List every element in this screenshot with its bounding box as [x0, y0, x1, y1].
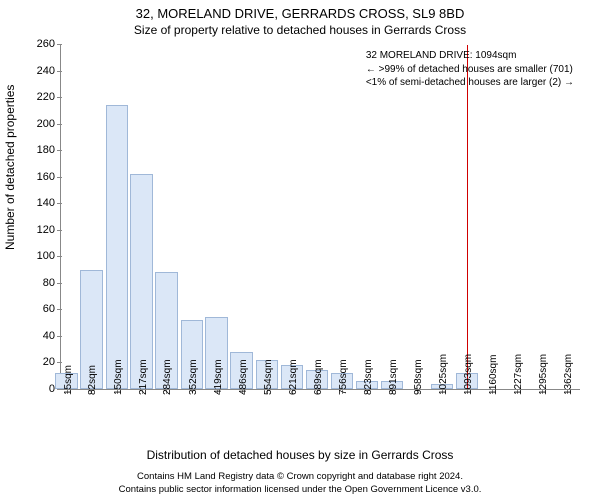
x-tick: 891sqm [388, 359, 399, 395]
x-tick: 15sqm [63, 365, 74, 395]
x-tick: 958sqm [413, 359, 424, 395]
x-tick: 419sqm [213, 359, 224, 395]
footer-line-2: Contains public sector information licen… [0, 484, 600, 496]
chart-subtitle: Size of property relative to detached ho… [0, 21, 600, 37]
x-tick: 217sqm [138, 359, 149, 395]
x-tick: 1025sqm [438, 354, 449, 395]
y-tick: 100 [27, 250, 61, 262]
footer-line-1: Contains HM Land Registry data © Crown c… [0, 471, 600, 483]
histogram-bar [106, 105, 128, 389]
y-tick: 240 [27, 65, 61, 77]
y-tick: 160 [27, 171, 61, 183]
y-axis-label-text: Number of detached properties [3, 85, 17, 250]
y-tick: 20 [27, 356, 61, 368]
y-tick: 60 [27, 303, 61, 315]
x-tick: 352sqm [188, 359, 199, 395]
x-tick: 82sqm [87, 365, 98, 395]
y-tick: 140 [27, 197, 61, 209]
x-tick: 554sqm [263, 359, 274, 395]
x-tick: 150sqm [113, 359, 124, 395]
annotation-box: 32 MORELAND DRIVE: 1094sqm ← >99% of det… [366, 49, 574, 90]
y-tick: 40 [27, 330, 61, 342]
y-tick: 200 [27, 118, 61, 130]
y-tick: 120 [27, 224, 61, 236]
x-axis-label: Distribution of detached houses by size … [0, 448, 600, 462]
bars-container [61, 45, 580, 389]
x-tick: 1093sqm [463, 354, 474, 395]
x-tick: 1295sqm [538, 354, 549, 395]
annotation-line-1: 32 MORELAND DRIVE: 1094sqm [366, 49, 574, 63]
x-tick: 823sqm [363, 359, 374, 395]
x-tick: 284sqm [162, 359, 173, 395]
x-tick: 1362sqm [563, 354, 574, 395]
x-tick: 486sqm [238, 359, 249, 395]
x-tick: 621sqm [288, 359, 299, 395]
histogram-chart: 32, MORELAND DRIVE, GERRARDS CROSS, SL9 … [0, 0, 600, 500]
x-tick: 689sqm [313, 359, 324, 395]
histogram-bar [130, 174, 152, 389]
y-tick: 0 [27, 383, 61, 395]
reference-line [467, 45, 468, 389]
x-tick: 1160sqm [488, 355, 499, 395]
annotation-line-3: <1% of semi-detached houses are larger (… [366, 76, 574, 90]
footer: Contains HM Land Registry data © Crown c… [0, 471, 600, 496]
y-tick: 220 [27, 91, 61, 103]
y-tick: 80 [27, 277, 61, 289]
chart-title: 32, MORELAND DRIVE, GERRARDS CROSS, SL9 … [0, 0, 600, 21]
annotation-line-2: ← >99% of detached houses are smaller (7… [366, 63, 574, 77]
plot-area: 32 MORELAND DRIVE: 1094sqm ← >99% of det… [60, 45, 580, 390]
y-tick: 180 [27, 144, 61, 156]
x-tick: 756sqm [338, 359, 349, 395]
y-tick: 260 [27, 38, 61, 50]
y-axis-label: Number of detached properties [3, 85, 17, 250]
x-tick: 1227sqm [513, 354, 524, 395]
